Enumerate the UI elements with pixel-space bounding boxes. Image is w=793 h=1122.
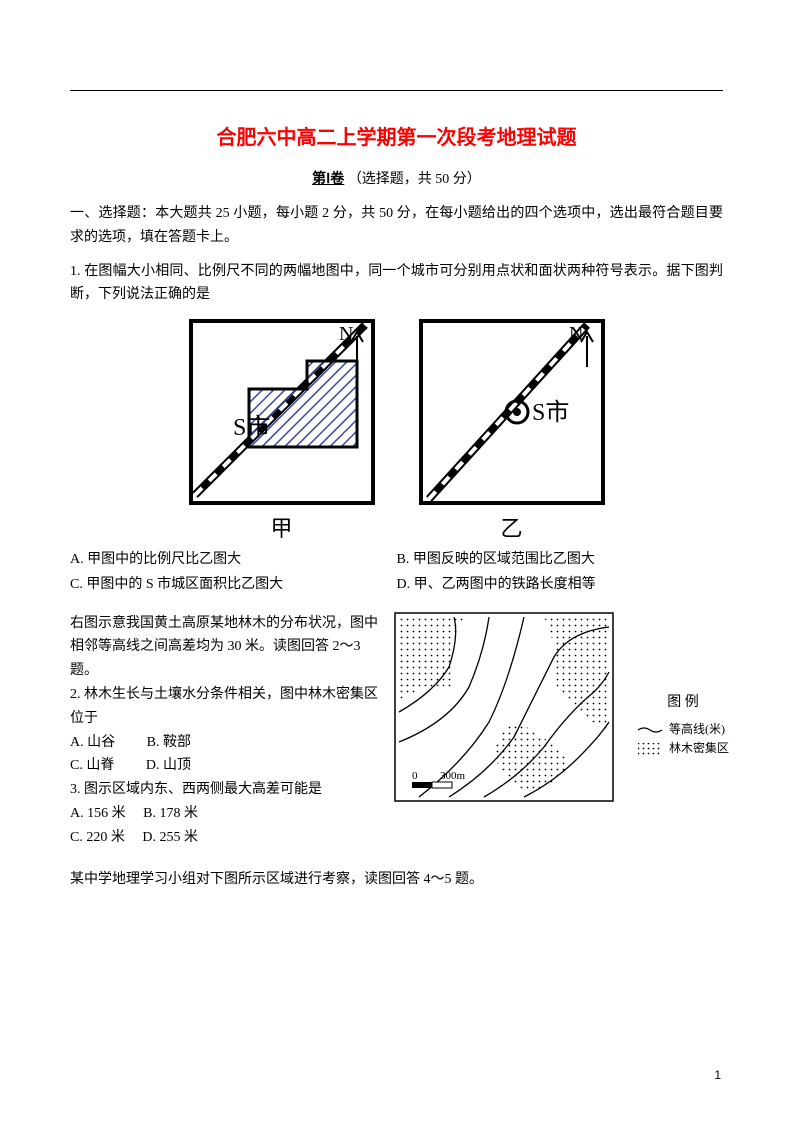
map-jia: S市 N <box>187 317 377 507</box>
q23-intro: 右图示意我国黄土高原某地林木的分布状况，图中相邻等高线之间高差均为 30 米。读… <box>70 612 380 683</box>
q2-opts: A. 山谷 B. 鞍部 <box>70 731 380 755</box>
q2-opt-b: B. 鞍部 <box>147 735 191 750</box>
legend-title: 图 例 <box>637 692 729 714</box>
svg-text:0: 0 <box>412 770 418 782</box>
q2-opt-c: C. 山脊 <box>70 758 114 773</box>
q45-intro: 某中学地理学习小组对下图所示区域进行考察，读图回答 4～5 题。 <box>70 868 723 892</box>
q1-opt-b: B. 甲图反映的区域范围比乙图大 <box>397 547 724 572</box>
q3-opts: A. 156 米 B. 178 米 <box>70 802 380 826</box>
q2-3-block: 右图示意我国黄土高原某地林木的分布状况，图中相邻等高线之间高差均为 30 米。读… <box>70 612 723 850</box>
svg-text:S市: S市 <box>233 414 270 441</box>
subtitle-part2: （选择题，共 50 分） <box>348 172 481 187</box>
page-top-rule <box>70 90 723 91</box>
subtitle-part1: 第Ⅰ卷 <box>312 172 344 187</box>
legend-contour: 等高线(米) <box>637 720 729 739</box>
svg-text:N: N <box>569 323 583 345</box>
q3-opt-a: A. 156 米 <box>70 806 126 821</box>
q1-opt-a: A. 甲图中的比例尺比乙图大 <box>70 547 397 572</box>
legend-forest-label: 林木密集区 <box>669 739 729 758</box>
q1-options: A. 甲图中的比例尺比乙图大 B. 甲图反映的区域范围比乙图大 C. 甲图中的 … <box>70 547 723 597</box>
q3-opts2: C. 220 米 D. 255 米 <box>70 826 380 850</box>
figcap-yi: 乙 <box>500 511 522 543</box>
section-subtitle: 第Ⅰ卷 （选择题，共 50 分） <box>70 168 723 188</box>
q1-opt-d: D. 甲、乙两图中的铁路长度相等 <box>397 572 724 597</box>
q3-opt-b: B. 178 米 <box>143 806 198 821</box>
legend-contour-label: 等高线(米) <box>669 720 725 739</box>
section-intro: 一、选择题：本大题共 25 小题，每小题 2 分，共 50 分，在每小题给出的四… <box>70 202 723 250</box>
q2-3-text: 右图示意我国黄土高原某地林木的分布状况，图中相邻等高线之间高差均为 30 米。读… <box>70 612 380 850</box>
q2-stem: 2. 林木生长与土壤水分条件相关，图中林木密集区位于 <box>70 683 380 731</box>
figure-1: S市 N 甲 S市 <box>70 317 723 543</box>
figure-1-jia: S市 N 甲 <box>187 317 377 543</box>
figure-2-legend: 图 例 等高线(米) 林木密集区 <box>637 692 729 759</box>
exam-title: 合肥六中高二上学期第一次段考地理试题 <box>70 121 723 150</box>
page-number: 1 <box>714 1068 721 1082</box>
map-yi: S市 N <box>417 317 607 507</box>
q3-opt-d: D. 255 米 <box>142 830 198 845</box>
q2-opt-a: A. 山谷 <box>70 735 115 750</box>
figcap-jia: 甲 <box>270 511 292 543</box>
q3-opt-c: C. 220 米 <box>70 830 125 845</box>
legend-forest: 林木密集区 <box>637 739 729 758</box>
q1-opt-c: C. 甲图中的 S 市城区面积比乙图大 <box>70 572 397 597</box>
figure-2-wrap: 0 300m 图 例 等高线(米) 林木密集区 <box>394 612 723 850</box>
q3-stem: 3. 图示区域内东、西两侧最大高差可能是 <box>70 778 380 802</box>
q2-opts2: C. 山脊 D. 山顶 <box>70 754 380 778</box>
q2-opt-d: D. 山顶 <box>146 758 191 773</box>
figure-1-yi: S市 N 乙 <box>417 317 607 543</box>
contour-map: 0 300m <box>394 612 614 802</box>
q1-stem: 1. 在图幅大小相同、比例尺不同的两幅地图中，同一个城市可分别用点状和面状两种符… <box>70 260 723 308</box>
svg-text:300m: 300m <box>440 770 466 782</box>
svg-text:N: N <box>339 323 353 345</box>
svg-text:S市: S市 <box>532 399 569 426</box>
